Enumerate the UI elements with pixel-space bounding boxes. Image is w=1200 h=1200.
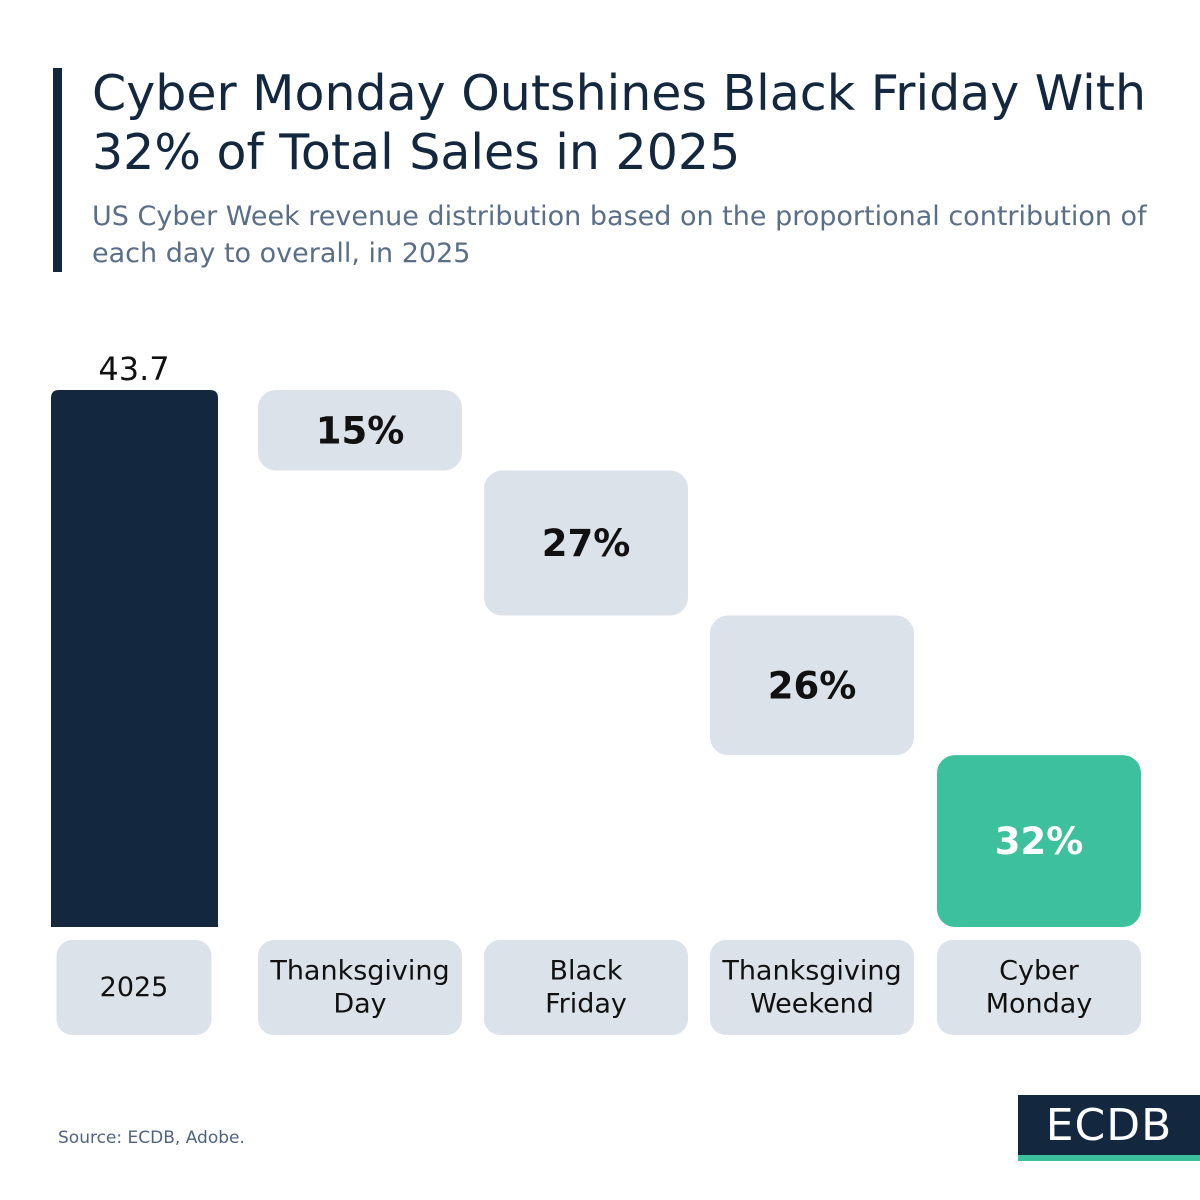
category-total-label-box [56,940,212,1035]
step-cyber-monday-bar [937,755,1141,927]
bar-total-value-label: 43.7 [98,350,169,388]
step-black-friday-value-label: 27% [542,522,631,565]
step-black-friday-bar [484,470,688,616]
source-note: Source: ECDB, Adobe. [58,1128,245,1148]
ecdb-logo: ECDB [1018,1095,1200,1161]
title-accent-bar [53,68,62,272]
category-total-label: 2025 [100,972,169,1003]
step-black-friday-label-box [484,940,688,1035]
step-cyber-monday-label-box [937,940,1141,1035]
step-thanksgiving-weekend-value-label: 26% [768,664,857,707]
step-black-friday-label: Black Friday [545,956,627,1020]
page-title: Cyber Monday Outshines Black Friday With… [92,65,1147,181]
step-thanksgiving-weekend-label-box [710,940,914,1035]
page-subtitle: US Cyber Week revenue distribution based… [92,201,1147,269]
step-thanksgiving-weekend-label: Thanksgiving Weekend [721,956,901,1020]
step-cyber-monday-label: Cyber Monday [986,956,1093,1020]
step-thanksgiving-day-label-box [258,940,462,1035]
step-cyber-monday-value-label: 32% [995,820,1084,863]
step-thanksgiving-day-value-label: 15% [316,409,405,452]
step-thanksgiving-weekend-bar [710,615,914,756]
bar-total [51,390,218,927]
step-thanksgiving-day-label: Thanksgiving Day [269,956,449,1020]
step-thanksgiving-day-bar [258,390,462,471]
